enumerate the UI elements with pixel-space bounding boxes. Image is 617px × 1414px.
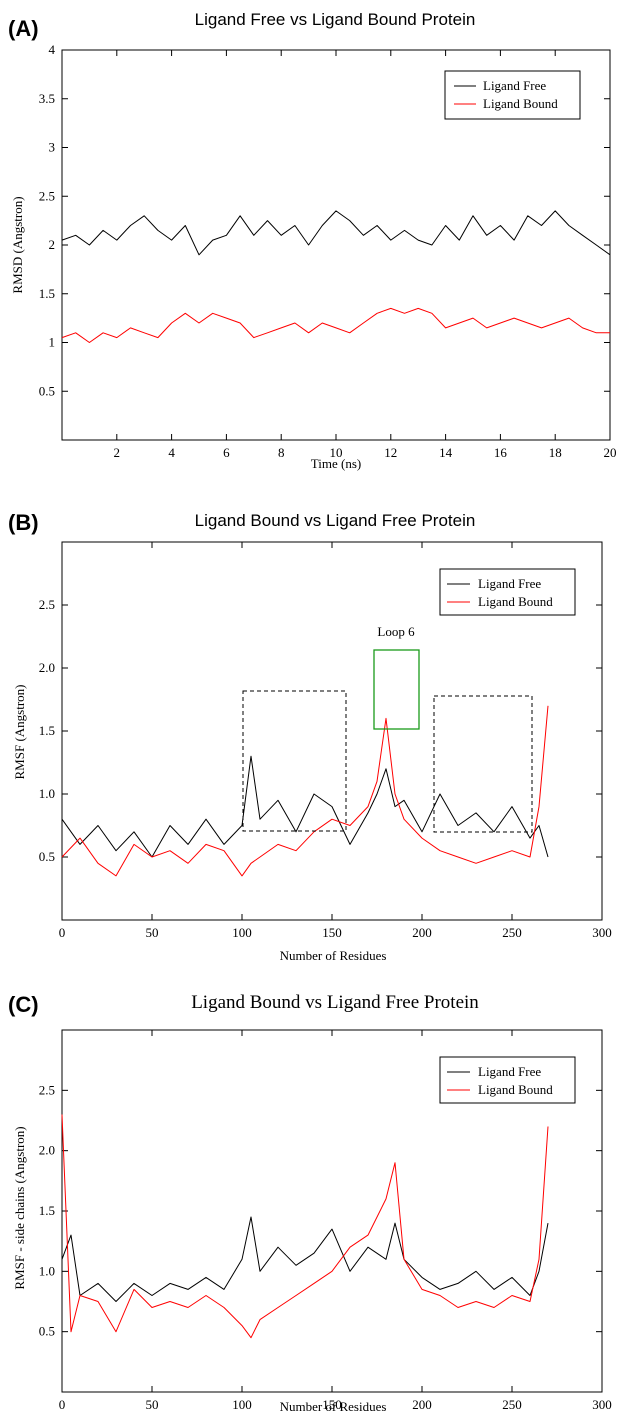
chart-b-loop6-box [373,649,420,730]
chart-a-x-tick-label: 20 [604,445,617,460]
chart-b-series-line-bound [61,705,549,877]
chart-c-series-line-free [61,1216,549,1302]
panel-b: (B) Ligand Bound vs Ligand Free Protein … [8,510,612,963]
chart-c-x-tick-label: 50 [146,1397,159,1412]
chart-b-x-label: Number of Residues [280,948,387,963]
chart-b-y-label: RMSF (Angstron) [12,685,27,780]
panel-a: (A) Ligand Free vs Ligand Bound Protein … [8,10,617,471]
chart-c-legend-label-free: Ligand Free [478,1064,541,1079]
chart-a-legend-label-bound: Ligand Bound [483,96,558,111]
chart-a-y-tick-label: 3.5 [39,91,55,106]
chart-a-series-line-bound [61,307,610,343]
chart-b-y-tick-label: 2.0 [39,660,55,675]
chart-c-y-ticks: 0.5 1.0 1.5 2.0 2.5 [39,1082,602,1339]
panel-letter-c: (C) [8,992,39,1017]
chart-a-legend: Ligand Free Ligand Bound [444,70,581,120]
chart-a-y-tick-label: 2.5 [39,188,55,203]
chart-c-y-tick-label: 2.0 [39,1143,55,1158]
chart-b-x-tick-label: 250 [502,925,522,940]
chart-a-y-tick-label: 1.5 [39,286,55,301]
chart-a-title: Ligand Free vs Ligand Bound Protein [195,10,476,29]
chart-c-x-tick-label: 300 [592,1397,612,1412]
chart-c-y-tick-label: 2.5 [39,1082,55,1097]
chart-b-loop6-label: Loop 6 [377,624,415,639]
chart-a-x-tick-label: 2 [114,445,121,460]
chart-b-series-line-free [61,755,549,858]
chart-b-x-tick-label: 150 [322,925,342,940]
chart-a-series [61,210,611,343]
chart-c-x-ticks: 0 50 100 150 200 250 300 [59,1030,612,1412]
chart-a-y-ticks: 0.5 1 1.5 2 2.5 3 3.5 4 [39,42,610,398]
chart-a-legend-label-free: Ligand Free [483,78,546,93]
chart-b-x-tick-label: 300 [592,925,612,940]
chart-b-legend-label-bound: Ligand Bound [478,594,553,609]
chart-a-x-ticks: 2 4 6 8 10 12 14 16 18 20 [114,50,617,460]
chart-a-series-line-free [61,210,611,256]
chart-c-series [61,1114,549,1339]
chart-b-title: Ligand Bound vs Ligand Free Protein [195,511,476,530]
chart-c-title: Ligand Bound vs Ligand Free Protein [191,992,479,1013]
chart-c-legend-box [439,1056,576,1104]
chart-c-x-tick-label: 250 [502,1397,522,1412]
chart-a-y-label: RMSD (Angstron) [10,196,25,293]
chart-a-y-tick-label: 1 [49,335,56,350]
chart-c-y-tick-label: 1.5 [39,1203,55,1218]
chart-c-y-tick-label: 0.5 [39,1324,55,1339]
chart-c-legend: Ligand Free Ligand Bound [439,1056,576,1104]
chart-b-y-ticks: 0.5 1.0 1.5 2.0 2.5 [39,597,602,864]
chart-b-legend-box [439,568,576,616]
chart-c-x-label: Number of Residues [280,1399,387,1414]
chart-a-y-tick-label: 4 [49,42,56,57]
chart-c-series-line-bound [61,1114,549,1339]
chart-a-legend-box [444,70,581,120]
chart-b-dashed-box-right [433,695,533,833]
chart-b-x-ticks: 0 50 100 150 200 250 300 [59,542,612,940]
chart-b-x-tick-label: 200 [412,925,432,940]
chart-b-y-tick-label: 1.0 [39,786,55,801]
chart-b-y-tick-label: 1.5 [39,723,55,738]
chart-b-dashed-box-left [242,690,347,832]
chart-a-y-tick-label: 0.5 [39,383,55,398]
chart-a-y-tick-label: 2 [49,237,56,252]
chart-a-x-tick-label: 14 [439,445,453,460]
chart-c-y-label: RMSF - side chains (Angstron) [12,1126,27,1289]
panel-letter-a: (A) [8,16,39,41]
chart-a-x-tick-label: 12 [384,445,397,460]
chart-b-y-tick-label: 0.5 [39,849,55,864]
chart-b-x-tick-label: 50 [146,925,159,940]
chart-a-x-tick-label: 6 [223,445,230,460]
chart-a-x-tick-label: 4 [168,445,175,460]
chart-c-x-tick-label: 0 [59,1397,66,1412]
chart-a-x-tick-label: 10 [330,445,343,460]
chart-a-x-tick-label: 16 [494,445,508,460]
panel-c: (C) Ligand Bound vs Ligand Free Protein … [8,992,612,1414]
chart-b-x-tick-label: 0 [59,925,66,940]
chart-c-x-tick-label: 150 [322,1397,342,1412]
chart-c-x-tick-label: 200 [412,1397,432,1412]
chart-b-y-tick-label: 2.5 [39,597,55,612]
chart-a-x-label: Time (ns) [311,456,361,471]
chart-a-x-tick-label: 18 [549,445,562,460]
chart-c-legend-label-bound: Ligand Bound [478,1082,553,1097]
chart-a-x-tick-label: 8 [278,445,285,460]
chart-c-x-tick-label: 100 [232,1397,252,1412]
chart-b-legend: Ligand Free Ligand Bound [439,568,576,616]
chart-a-y-tick-label: 3 [49,140,56,155]
chart-b-x-tick-label: 100 [232,925,252,940]
chart-b-series [61,705,549,877]
panel-letter-b: (B) [8,510,39,535]
chart-b-highlight-boxes [242,649,533,833]
chart-c-y-tick-label: 1.0 [39,1263,55,1278]
chart-b-legend-label-free: Ligand Free [478,576,541,591]
